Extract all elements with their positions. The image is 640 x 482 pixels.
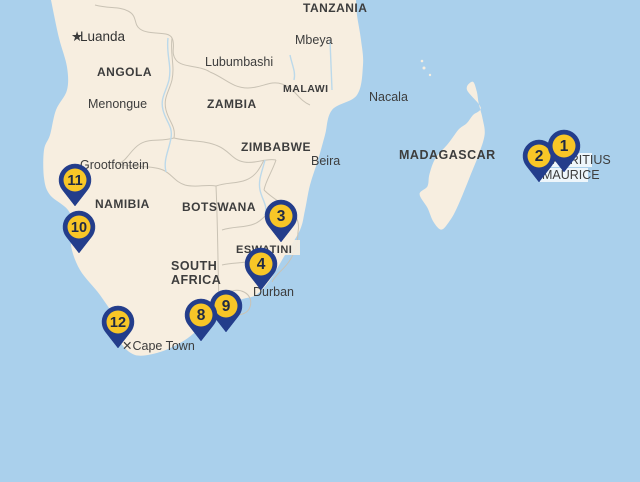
svg-text:✕Cape Town: ✕Cape Town	[122, 339, 195, 353]
svg-text:10: 10	[71, 220, 87, 236]
svg-text:9: 9	[222, 298, 231, 315]
svg-text:Lubumbashi: Lubumbashi	[205, 55, 273, 69]
svg-text:8: 8	[197, 307, 206, 324]
svg-text:12: 12	[110, 315, 126, 331]
svg-text:AFRICA: AFRICA	[171, 273, 221, 287]
svg-text:Beira: Beira	[311, 154, 340, 168]
svg-text:ZIMBABWE: ZIMBABWE	[241, 140, 311, 154]
svg-text:BOTSWANA: BOTSWANA	[182, 200, 256, 214]
svg-text:NAMIBIA: NAMIBIA	[95, 197, 150, 211]
svg-text:TANZANIA: TANZANIA	[303, 1, 367, 15]
svg-text:SOUTH: SOUTH	[171, 259, 217, 273]
svg-text:Grootfontein: Grootfontein	[80, 158, 149, 172]
svg-text:ANGOLA: ANGOLA	[97, 65, 152, 79]
svg-text:11: 11	[67, 173, 82, 189]
svg-text:MAURICE: MAURICE	[542, 168, 600, 182]
svg-text:Mbeya: Mbeya	[295, 33, 333, 47]
svg-text:ZAMBIA: ZAMBIA	[207, 97, 257, 111]
svg-text:Luanda: Luanda	[80, 29, 126, 44]
svg-text:Nacala: Nacala	[369, 90, 408, 104]
svg-text:Menongue: Menongue	[88, 97, 147, 111]
svg-text:4: 4	[257, 256, 266, 273]
svg-text:2: 2	[535, 148, 544, 165]
svg-text:MADAGASCAR: MADAGASCAR	[399, 148, 496, 162]
svg-text:1: 1	[560, 138, 569, 155]
svg-text:3: 3	[277, 208, 286, 225]
svg-text:MALAWI: MALAWI	[283, 83, 329, 95]
